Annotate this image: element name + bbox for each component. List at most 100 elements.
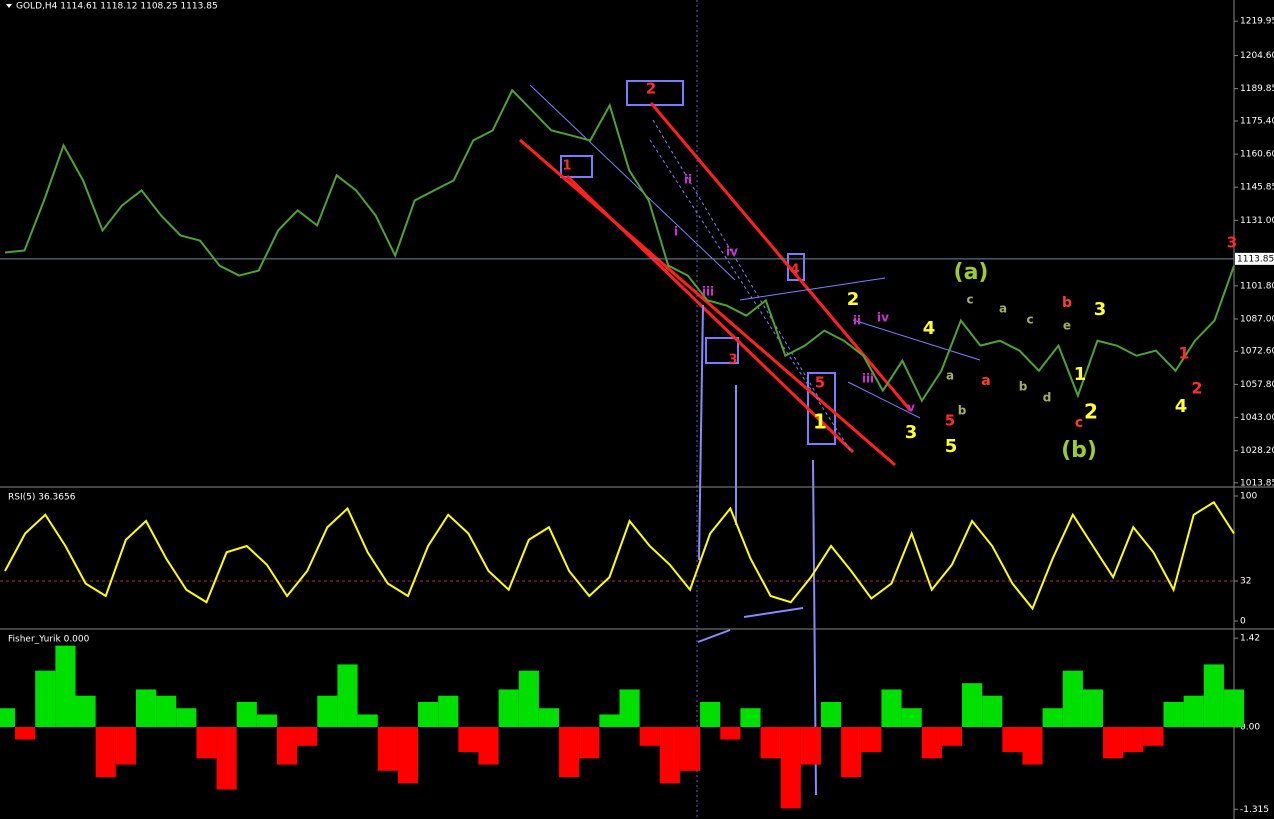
wave-label: iii: [862, 372, 874, 386]
wave-label: 1: [1178, 344, 1189, 363]
histogram-bar: [679, 727, 701, 771]
wave-label: 2: [847, 289, 860, 310]
histogram-bar: [297, 727, 318, 746]
histogram-bar: [1002, 727, 1023, 753]
histogram-bar: [55, 645, 76, 728]
pane-title: GOLD,H4 1114.61 1118.12 1108.25 1113.85: [16, 2, 218, 12]
pane-title: Fisher_Yurik 0.000: [8, 635, 90, 645]
histogram-bar: [901, 708, 922, 728]
wave-label: (b): [1061, 438, 1097, 463]
wave-label: d: [1043, 391, 1052, 405]
wave-label: v: [907, 401, 915, 415]
histogram-bar: [115, 727, 136, 765]
histogram-bar: [1203, 664, 1224, 728]
histogram-bar: [176, 708, 197, 728]
wave-label: 1: [1074, 364, 1087, 385]
wave-label: (a): [954, 260, 989, 285]
y-tick-label: 0: [1240, 617, 1246, 627]
histogram-bar: [941, 727, 963, 746]
wave-label: 3: [1094, 299, 1107, 320]
histogram-bar: [236, 701, 257, 728]
histogram-bar: [579, 727, 600, 759]
histogram-bar: [317, 695, 338, 728]
wave-label: a: [946, 369, 954, 383]
histogram-bar: [196, 727, 217, 759]
y-tick-label: 1175.40: [1240, 116, 1274, 126]
histogram-bar: [1022, 727, 1043, 765]
line-series: [4, 500, 1235, 611]
histogram-bar: [780, 727, 801, 809]
wave-label: 1: [562, 159, 571, 174]
histogram-bar: [1042, 708, 1063, 728]
histogram-bar: [377, 727, 398, 771]
wave-label: ii: [853, 314, 861, 328]
wave-label: 5: [945, 436, 958, 457]
wave-label: 4: [790, 263, 799, 278]
histogram-bar: [135, 689, 157, 728]
wave-label: 3: [1227, 234, 1237, 252]
histogram-bar: [256, 714, 277, 728]
histogram-bar: [498, 689, 519, 728]
histogram-bar: [538, 708, 560, 728]
price-label-box: [1235, 252, 1274, 265]
wave-label: 3: [905, 422, 918, 443]
histogram-bar: [599, 714, 620, 728]
histogram-bar: [397, 727, 419, 784]
histogram-bar: [418, 701, 439, 728]
histogram-bar: [95, 727, 116, 778]
y-tick-label: 0.00: [1240, 723, 1260, 733]
y-tick-label: 32: [1240, 577, 1251, 587]
histogram-bar: [0, 708, 16, 728]
wave-label: iv: [726, 245, 738, 259]
wave-label: b: [1019, 380, 1028, 394]
wave-label: 1: [813, 410, 827, 434]
histogram-bar: [962, 683, 983, 728]
y-tick-label: 1160.60: [1240, 150, 1274, 160]
histogram-bar: [1062, 670, 1083, 728]
histogram-bar: [619, 689, 640, 728]
y-tick-label: 1043.00: [1240, 413, 1274, 423]
wave-label: iv: [877, 311, 889, 325]
wave-label: e: [1063, 319, 1071, 333]
histogram-bar: [841, 727, 862, 778]
y-tick-label: 1087.00: [1240, 314, 1274, 324]
y-tick-label: 1072.60: [1240, 347, 1274, 357]
histogram-bar: [1183, 695, 1204, 728]
histogram-bar: [760, 727, 781, 759]
histogram-bar: [720, 727, 741, 740]
histogram-bar: [276, 727, 298, 765]
histogram-bar: [639, 727, 660, 746]
y-tick-label: 1.42: [1240, 634, 1260, 644]
wave-label: c: [966, 293, 973, 307]
wave-label: 2: [1084, 400, 1098, 424]
histogram-bar: [1163, 701, 1184, 728]
line-series: [4, 88, 1235, 403]
histogram-bar: [1123, 727, 1144, 753]
histogram-bar: [982, 695, 1003, 728]
wave-label: b: [1062, 295, 1072, 311]
histogram-bar: [740, 708, 761, 728]
histogram-bar: [820, 701, 842, 728]
wave-label: 5: [945, 412, 955, 430]
histogram-bar: [1143, 727, 1164, 746]
wave-label: 3: [728, 353, 737, 368]
histogram-bar: [861, 727, 882, 753]
wave-label: b: [958, 404, 967, 418]
histogram-bar: [881, 689, 902, 728]
histogram-bar: [700, 701, 721, 728]
histogram-bar: [75, 695, 96, 728]
wave-label: 2: [1191, 379, 1202, 398]
histogram-bar: [1082, 689, 1104, 728]
histogram-bar: [15, 727, 36, 740]
y-tick-label: 1013.85: [1240, 478, 1274, 488]
wave-label: ii: [684, 173, 692, 187]
pane-title: RSI(5) 36.3656: [8, 493, 76, 503]
y-tick-label: 1131.00: [1240, 216, 1274, 226]
wave-label: 5: [815, 374, 825, 392]
wave-label: i: [674, 225, 678, 239]
histogram-bar: [1223, 689, 1245, 728]
y-tick-label: 1219.95: [1240, 17, 1274, 27]
